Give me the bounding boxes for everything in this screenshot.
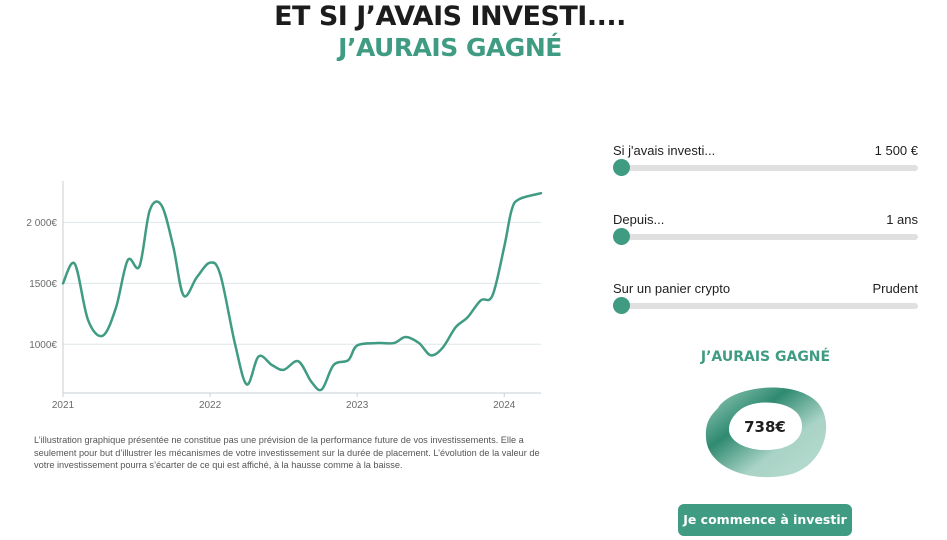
performance-chart: 1000€ 1500€ 2 000€ 2021 2022 2023 2024 xyxy=(26,181,543,411)
gain-ring-graphic xyxy=(705,387,827,478)
page-title: ET SI J’AVAIS INVESTI.... xyxy=(274,1,626,32)
y-tick-label: 1500€ xyxy=(29,279,57,290)
series-line xyxy=(61,191,543,392)
investment-amount-slider-handle[interactable] xyxy=(613,159,630,176)
investment-amount-label: Si j'avais investi... xyxy=(613,143,716,158)
duration-slider-handle[interactable] xyxy=(613,228,630,245)
gain-value: 738€ xyxy=(744,418,786,436)
y-tick-label: 2 000€ xyxy=(26,218,57,229)
x-tick-label: 2024 xyxy=(493,400,516,411)
x-tick-label: 2022 xyxy=(199,400,222,411)
x-tick-label: 2021 xyxy=(52,400,75,411)
gain-heading: J’AURAIS GAGNÉ xyxy=(700,349,831,365)
start-investing-button[interactable]: Je commence à investir xyxy=(678,504,852,536)
x-tick-label: 2023 xyxy=(346,400,369,411)
page-subtitle: J’AURAIS GAGNÉ xyxy=(338,33,562,62)
duration-value: 1 ans xyxy=(886,212,918,227)
duration-slider[interactable] xyxy=(613,234,918,240)
duration-label: Depuis... xyxy=(613,212,665,227)
crypto-basket-slider-handle[interactable] xyxy=(613,297,630,314)
crypto-basket-label: Sur un panier crypto xyxy=(613,281,731,296)
gain-ring xyxy=(705,387,827,478)
crypto-basket-slider[interactable] xyxy=(613,303,918,309)
disclaimer-text: L’illustration graphique présentée ne co… xyxy=(34,435,540,470)
investment-amount-value: 1 500 € xyxy=(874,143,918,158)
crypto-basket-value: Prudent xyxy=(872,281,918,296)
y-tick-label: 1000€ xyxy=(29,340,57,351)
investment-amount-slider[interactable] xyxy=(613,165,918,171)
